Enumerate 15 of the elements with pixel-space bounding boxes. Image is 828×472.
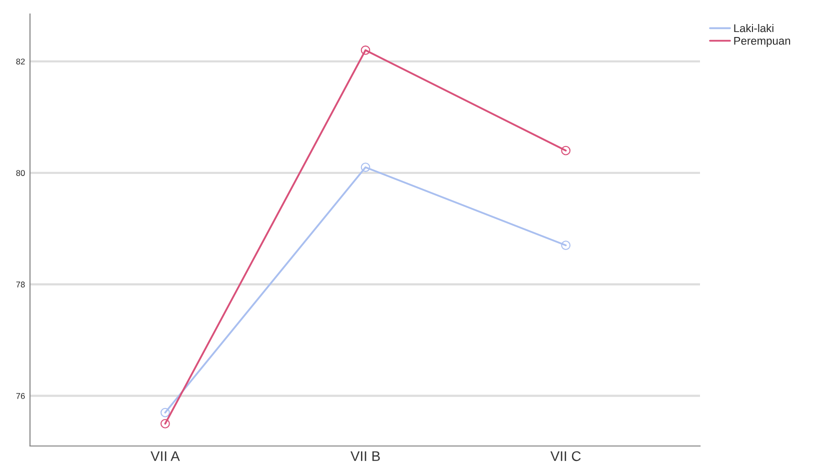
y-tick-label: 82	[16, 58, 25, 64]
point	[360, 46, 370, 55]
legend-label: Laki-laki	[734, 24, 774, 32]
x-tick-label: VII C	[550, 451, 581, 462]
y-tick-label: 78	[16, 282, 25, 288]
point	[160, 408, 170, 418]
y-tick-label: 76	[16, 393, 25, 399]
x-tick-label: VII A	[150, 451, 180, 461]
point	[561, 240, 570, 250]
y-tick-label: 80	[16, 170, 25, 176]
point	[360, 162, 370, 172]
point	[561, 146, 570, 156]
legend-label: Perempuan	[734, 36, 790, 47]
x-tick-label: VII B	[350, 451, 380, 461]
point	[160, 419, 170, 428]
